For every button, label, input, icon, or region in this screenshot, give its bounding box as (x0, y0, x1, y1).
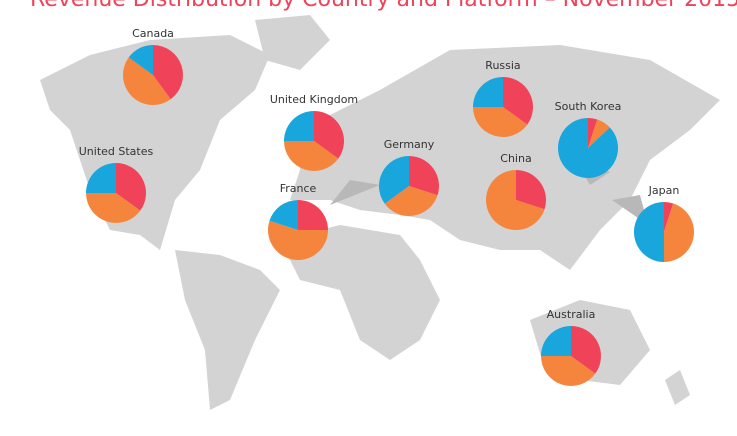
pie-slice (384, 186, 438, 217)
country-label: United States (79, 145, 154, 158)
chart-title: Revenue Distribution by Country and Plat… (30, 0, 737, 12)
country-label: Japan (648, 184, 680, 197)
country-label: France (280, 182, 317, 195)
pie-slice (588, 118, 598, 148)
pie-slice (558, 118, 619, 179)
pie-slice (379, 156, 409, 204)
pie-slice (473, 107, 528, 137)
country-label: United Kingdom (270, 93, 358, 106)
pie-slice (153, 45, 183, 100)
pie-slice (123, 57, 171, 106)
pie-slice (314, 111, 345, 159)
country-label: Australia (547, 308, 596, 321)
pie-slice (503, 77, 534, 125)
pie-slice (269, 200, 298, 230)
pie-slice (541, 356, 596, 387)
pie-slice (588, 119, 610, 148)
pie-slice (86, 193, 141, 224)
pie-slice (284, 141, 339, 172)
pie-slice (128, 45, 153, 75)
pie-slice (486, 170, 545, 231)
pie-slice (664, 202, 674, 232)
pie-slice (298, 200, 328, 230)
country-label: China (500, 152, 531, 165)
pie-slice (664, 203, 695, 262)
country-label: Canada (132, 27, 174, 40)
pie-slice (571, 326, 602, 374)
pie-slice (473, 77, 503, 107)
pie-slice (516, 170, 546, 210)
pie-slice (541, 326, 571, 356)
pie-slice (86, 163, 116, 193)
country-label: Russia (485, 59, 520, 72)
country-label: South Korea (555, 100, 622, 113)
country-label: Germany (384, 138, 435, 151)
pie-slice (268, 220, 328, 260)
pie-slice (116, 163, 147, 211)
pie-slice (284, 111, 314, 141)
pie-slice (409, 156, 439, 196)
pie-slice (634, 202, 664, 262)
